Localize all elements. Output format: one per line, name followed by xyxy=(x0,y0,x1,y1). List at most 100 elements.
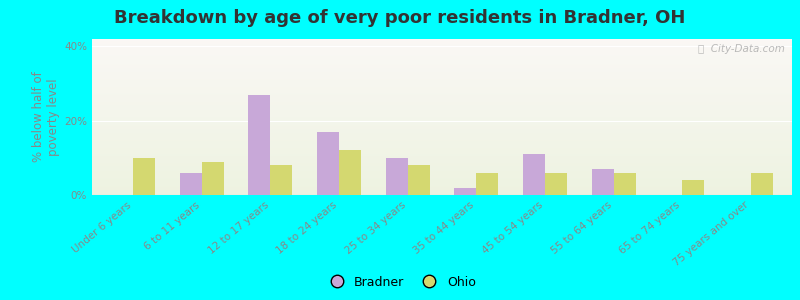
Bar xyxy=(92,95,792,96)
Bar xyxy=(92,186,792,187)
Bar xyxy=(92,46,792,47)
Bar xyxy=(92,66,792,67)
Bar xyxy=(92,40,792,41)
Bar xyxy=(92,106,792,107)
Bar xyxy=(133,158,155,195)
Bar xyxy=(92,103,792,104)
Bar xyxy=(92,81,792,82)
Bar xyxy=(92,137,792,138)
Bar xyxy=(92,129,792,130)
Bar xyxy=(92,187,792,188)
Bar xyxy=(92,152,792,153)
Bar xyxy=(92,90,792,91)
Bar xyxy=(92,97,792,98)
Bar xyxy=(92,153,792,154)
Bar xyxy=(92,191,792,192)
Bar xyxy=(545,173,567,195)
Bar xyxy=(92,140,792,141)
Text: Breakdown by age of very poor residents in Bradner, OH: Breakdown by age of very poor residents … xyxy=(114,9,686,27)
Bar xyxy=(92,181,792,182)
Bar xyxy=(92,113,792,114)
Bar xyxy=(92,124,792,125)
Bar xyxy=(92,94,792,95)
Bar xyxy=(92,151,792,152)
Bar xyxy=(92,179,792,180)
Bar xyxy=(92,117,792,118)
Bar xyxy=(92,100,792,101)
Bar xyxy=(92,74,792,75)
Bar xyxy=(92,75,792,76)
Bar xyxy=(92,85,792,86)
Bar xyxy=(92,145,792,146)
Bar xyxy=(92,156,792,157)
Bar xyxy=(682,180,704,195)
Bar xyxy=(92,111,792,112)
Bar xyxy=(92,41,792,42)
Bar xyxy=(92,62,792,63)
Bar xyxy=(92,174,792,175)
Bar xyxy=(92,57,792,58)
Bar xyxy=(270,165,292,195)
Bar xyxy=(92,107,792,108)
Bar xyxy=(92,54,792,55)
Bar xyxy=(92,176,792,177)
Bar xyxy=(386,158,408,195)
Bar xyxy=(92,171,792,172)
Bar xyxy=(92,161,792,162)
Bar xyxy=(92,182,792,183)
Bar xyxy=(614,173,635,195)
Bar xyxy=(92,184,792,185)
Bar xyxy=(317,132,339,195)
Bar xyxy=(92,154,792,155)
Bar xyxy=(92,189,792,190)
Bar xyxy=(92,110,792,111)
Bar xyxy=(92,141,792,142)
Bar xyxy=(92,43,792,44)
Bar xyxy=(92,98,792,99)
Bar xyxy=(92,165,792,166)
Bar xyxy=(92,157,792,158)
Bar xyxy=(92,93,792,94)
Bar xyxy=(92,99,792,100)
Bar xyxy=(92,72,792,73)
Bar xyxy=(92,139,792,140)
Bar xyxy=(92,133,792,134)
Bar xyxy=(92,49,792,50)
Bar xyxy=(92,160,792,161)
Bar xyxy=(92,55,792,56)
Bar xyxy=(92,155,792,156)
Bar xyxy=(92,52,792,53)
Bar xyxy=(92,125,792,126)
Bar xyxy=(92,132,792,133)
Bar xyxy=(92,70,792,71)
Bar xyxy=(92,178,792,179)
Bar xyxy=(92,91,792,92)
Bar xyxy=(92,136,792,137)
Bar xyxy=(751,173,773,195)
Bar xyxy=(92,123,792,124)
Bar xyxy=(92,138,792,139)
Legend: Bradner, Ohio: Bradner, Ohio xyxy=(319,271,481,294)
Bar xyxy=(92,143,792,144)
Bar xyxy=(92,119,792,120)
Bar xyxy=(92,64,792,65)
Bar xyxy=(92,104,792,105)
Bar xyxy=(92,58,792,59)
Bar xyxy=(92,67,792,68)
Bar xyxy=(92,194,792,195)
Bar xyxy=(202,162,224,195)
Bar xyxy=(92,88,792,89)
Bar xyxy=(92,168,792,169)
Bar xyxy=(249,95,270,195)
Bar xyxy=(92,170,792,171)
Bar xyxy=(92,108,792,109)
Bar xyxy=(92,69,792,70)
Bar xyxy=(92,147,792,148)
Bar xyxy=(180,173,202,195)
Bar xyxy=(92,149,792,150)
Bar xyxy=(92,60,792,61)
Bar xyxy=(92,96,792,97)
Bar xyxy=(92,42,792,43)
Bar xyxy=(92,44,792,45)
Bar xyxy=(92,163,792,164)
